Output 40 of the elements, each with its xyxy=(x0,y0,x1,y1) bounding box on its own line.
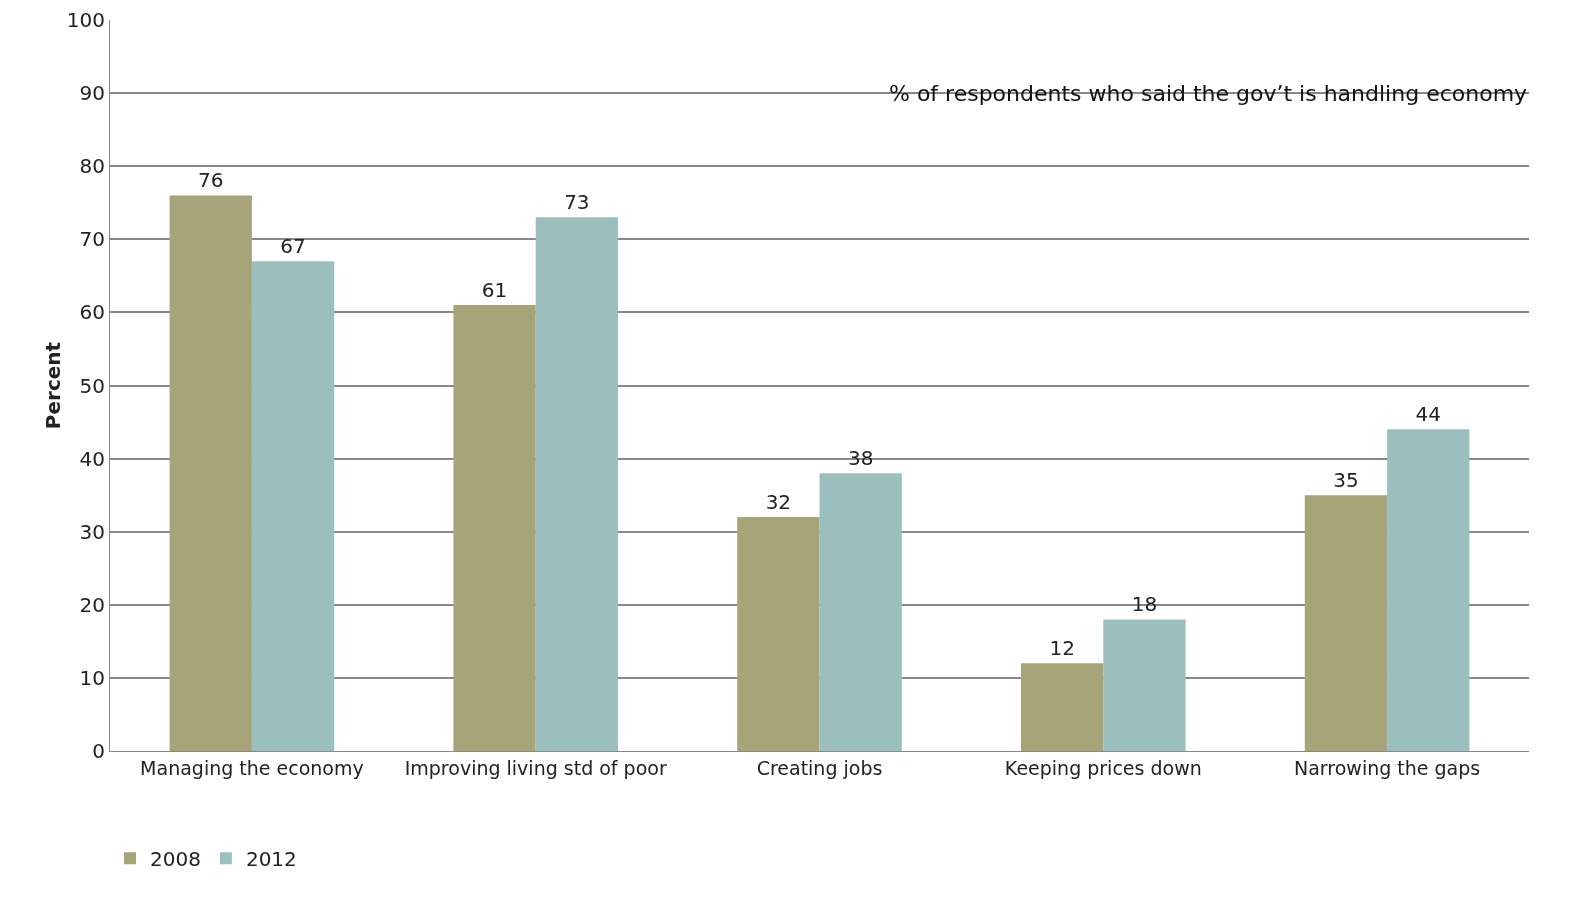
x-tick-label: Keeping prices down xyxy=(1004,756,1202,779)
legend-label: 2008 xyxy=(150,847,201,872)
x-tick-label: Creating jobs xyxy=(756,756,883,779)
y-tick-label: 0 xyxy=(92,739,105,763)
annotation: % of respondents who said the gov’t is handling economy xyxy=(889,81,1528,106)
y-tick-label: 90 xyxy=(79,81,105,106)
bar xyxy=(1387,429,1470,751)
data-label: 32 xyxy=(765,490,792,515)
data-label: 44 xyxy=(1415,402,1441,427)
data-label: 76 xyxy=(198,168,224,193)
bar xyxy=(535,217,618,751)
bar xyxy=(819,473,902,751)
y-tick-label: 60 xyxy=(79,300,105,325)
y-tick-label: 80 xyxy=(79,154,105,179)
bar xyxy=(1021,663,1104,751)
x-tick-label: Managing the economy xyxy=(140,756,364,779)
data-label: 18 xyxy=(1131,592,1158,617)
data-label: 61 xyxy=(481,278,508,303)
x-tick-label: Improving living std of poor xyxy=(404,756,667,779)
data-label: 67 xyxy=(280,234,306,259)
y-tick-label: 50 xyxy=(79,373,105,398)
legend-label: 2012 xyxy=(245,847,297,872)
y-tick-label: 40 xyxy=(79,446,105,471)
data-label: 35 xyxy=(1333,468,1359,493)
data-label: 12 xyxy=(1049,636,1075,661)
y-tick-label: 70 xyxy=(79,227,105,252)
bar xyxy=(1304,495,1388,751)
y-tick-label: 20 xyxy=(79,592,105,617)
data-label: 73 xyxy=(564,190,590,215)
y-tick-label: 10 xyxy=(79,665,105,690)
data-label: 38 xyxy=(847,446,874,471)
y-tick-label: 30 xyxy=(79,519,105,544)
bar xyxy=(1103,619,1186,751)
bar xyxy=(251,261,335,751)
bar xyxy=(169,195,252,751)
y-axis-title: Percent xyxy=(41,341,65,430)
bar xyxy=(737,517,820,751)
bar xyxy=(453,305,536,751)
x-tick-label: Narrowing the gaps xyxy=(1294,756,1481,779)
y-tick-label: 100 xyxy=(66,8,105,32)
